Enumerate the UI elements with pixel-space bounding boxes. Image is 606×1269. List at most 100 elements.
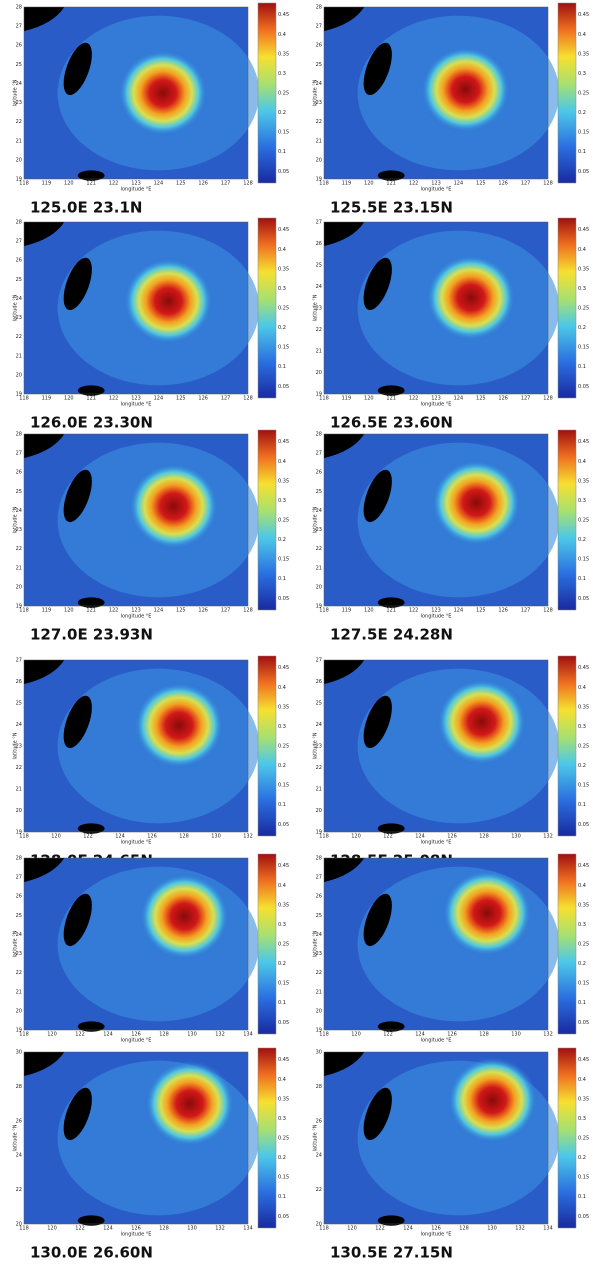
caption: 125.5E 23.15N <box>330 199 453 217</box>
y-tick-label: 30 <box>316 1050 322 1056</box>
colorbar-tick-label: 0.05 <box>578 596 589 602</box>
y-tick-label: 22 <box>316 119 322 125</box>
colorbar-tick-label: 0.45 <box>278 12 289 18</box>
panel: 118 119 120 121 122 123 124 125 126 127 128 19 20 21 2… <box>313 429 589 644</box>
colorbar-tick-label: 0.05 <box>578 1020 589 1026</box>
y-tick-label: 28 <box>316 1084 322 1090</box>
land-corner <box>24 434 65 459</box>
x-tick-label: 124 <box>154 396 164 402</box>
colorbar-tick-label: 0.1 <box>278 1000 286 1006</box>
luzon <box>77 170 105 181</box>
colorbar-tick-label: 0.05 <box>578 169 589 175</box>
x-tick-label: 122 <box>383 1032 393 1038</box>
y-tick-label: 23 <box>316 306 322 312</box>
luzon <box>77 597 105 608</box>
x-tick-label: 125 <box>176 396 186 402</box>
colorbar-tick-label: 0.45 <box>278 439 289 445</box>
x-tick-label: 128 <box>543 608 553 614</box>
caption: 127.5E 24.28N <box>330 626 453 644</box>
y-axis-label: latitude °N <box>13 294 19 321</box>
x-tick-label: 122 <box>383 834 393 840</box>
colorbar-tick-label: 0.15 <box>578 345 589 351</box>
y-tick-label: 27 <box>16 239 22 245</box>
storm-field <box>436 678 527 765</box>
x-tick-label: 120 <box>364 181 374 187</box>
colorbar <box>557 217 577 399</box>
colorbar-tick-label: 0.4 <box>578 883 586 889</box>
y-tick-label: 20 <box>316 808 322 814</box>
x-tick-label: 128 <box>243 181 253 187</box>
y-axis-label: latitude °N <box>313 1124 319 1151</box>
colorbar-tick-label: 0.2 <box>578 110 586 116</box>
colorbar-tick-label: 0.4 <box>578 1077 586 1083</box>
x-tick-label: 132 <box>243 834 253 840</box>
map-frame <box>23 433 249 607</box>
y-tick-label: 25 <box>316 701 322 707</box>
panel: 118 119 120 121 122 123 124 125 126 127 128 19 20 21 2… <box>13 217 289 432</box>
y-tick-label: 20 <box>16 157 22 163</box>
land-corner <box>324 222 365 247</box>
colorbar <box>557 2 577 184</box>
y-tick-label: 25 <box>16 913 22 919</box>
taiwan <box>63 257 92 311</box>
y-tick-label: 20 <box>316 157 322 163</box>
colorbar <box>257 2 277 184</box>
x-tick-label: 118 <box>19 181 29 187</box>
y-tick-label: 21 <box>316 989 322 995</box>
x-tick-label: 132 <box>515 1226 525 1232</box>
x-tick-label: 118 <box>19 608 29 614</box>
land-corner <box>24 660 65 685</box>
colorbar-tick-label: 0.2 <box>278 537 286 543</box>
y-tick-label: 25 <box>16 62 22 68</box>
y-tick-label: 19 <box>16 177 22 183</box>
colorbar-tick-label: 0.35 <box>578 704 589 710</box>
map-frame <box>323 433 549 607</box>
colorbar-tick-label: 0.15 <box>278 783 289 789</box>
y-tick-label: 26 <box>316 1118 322 1124</box>
y-tick-label: 21 <box>16 138 22 144</box>
colorbar-tick-label: 0.45 <box>578 863 589 869</box>
colorbar <box>557 853 577 1035</box>
colorbar-tick-label: 0.1 <box>578 1000 586 1006</box>
colorbar-tick-label: 0.3 <box>278 724 286 730</box>
colorbar-tick-label: 0.15 <box>278 130 289 136</box>
taiwan <box>363 695 392 749</box>
x-tick-label: 130 <box>511 834 521 840</box>
y-tick-label: 27 <box>16 451 22 457</box>
colorbar-tick-label: 0.3 <box>278 1116 286 1122</box>
x-tick-label: 121 <box>86 608 96 614</box>
colorbar-tick-label: 0.25 <box>578 1136 589 1142</box>
colorbar-tick-label: 0.15 <box>578 981 589 987</box>
x-tick-label: 128 <box>243 608 253 614</box>
colorbar-tick-label: 0.25 <box>278 91 289 97</box>
storm-field <box>447 1057 538 1144</box>
y-tick-label: 21 <box>16 353 22 359</box>
y-tick-label: 20 <box>16 372 22 378</box>
colorbar-tick-label: 0.2 <box>578 325 586 331</box>
x-tick-label: 128 <box>479 834 489 840</box>
land-corner <box>324 660 365 685</box>
x-tick-label: 124 <box>103 1226 113 1232</box>
land-corner <box>24 7 65 32</box>
x-tick-label: 127 <box>221 181 231 187</box>
taiwan <box>63 469 92 523</box>
colorbar-tick-label: 0.1 <box>578 802 586 808</box>
taiwan <box>63 695 92 749</box>
colorbar-tick-label: 0.25 <box>578 518 589 524</box>
land-corner <box>324 7 365 32</box>
colorbar-tick-label: 0.15 <box>578 1175 589 1181</box>
x-tick-label: 134 <box>243 1032 253 1038</box>
colorbar-tick-label: 0.15 <box>578 557 589 563</box>
y-tick-label: 22 <box>316 546 322 552</box>
storm-field <box>420 46 511 133</box>
panel: 118 119 120 121 122 123 124 125 126 127 128 19 20 21 2… <box>13 429 289 644</box>
caption: 126.5E 23.60N <box>330 414 453 432</box>
caption: 130.5E 27.15N <box>330 1244 453 1262</box>
y-tick-label: 27 <box>316 658 322 664</box>
x-tick-label: 125 <box>476 608 486 614</box>
colorbar-tick-label: 0.2 <box>278 325 286 331</box>
x-tick-label: 120 <box>64 608 74 614</box>
x-tick-label: 127 <box>521 608 531 614</box>
x-axis-label: longitude °E <box>421 402 452 408</box>
y-tick-label: 19 <box>16 1028 22 1034</box>
